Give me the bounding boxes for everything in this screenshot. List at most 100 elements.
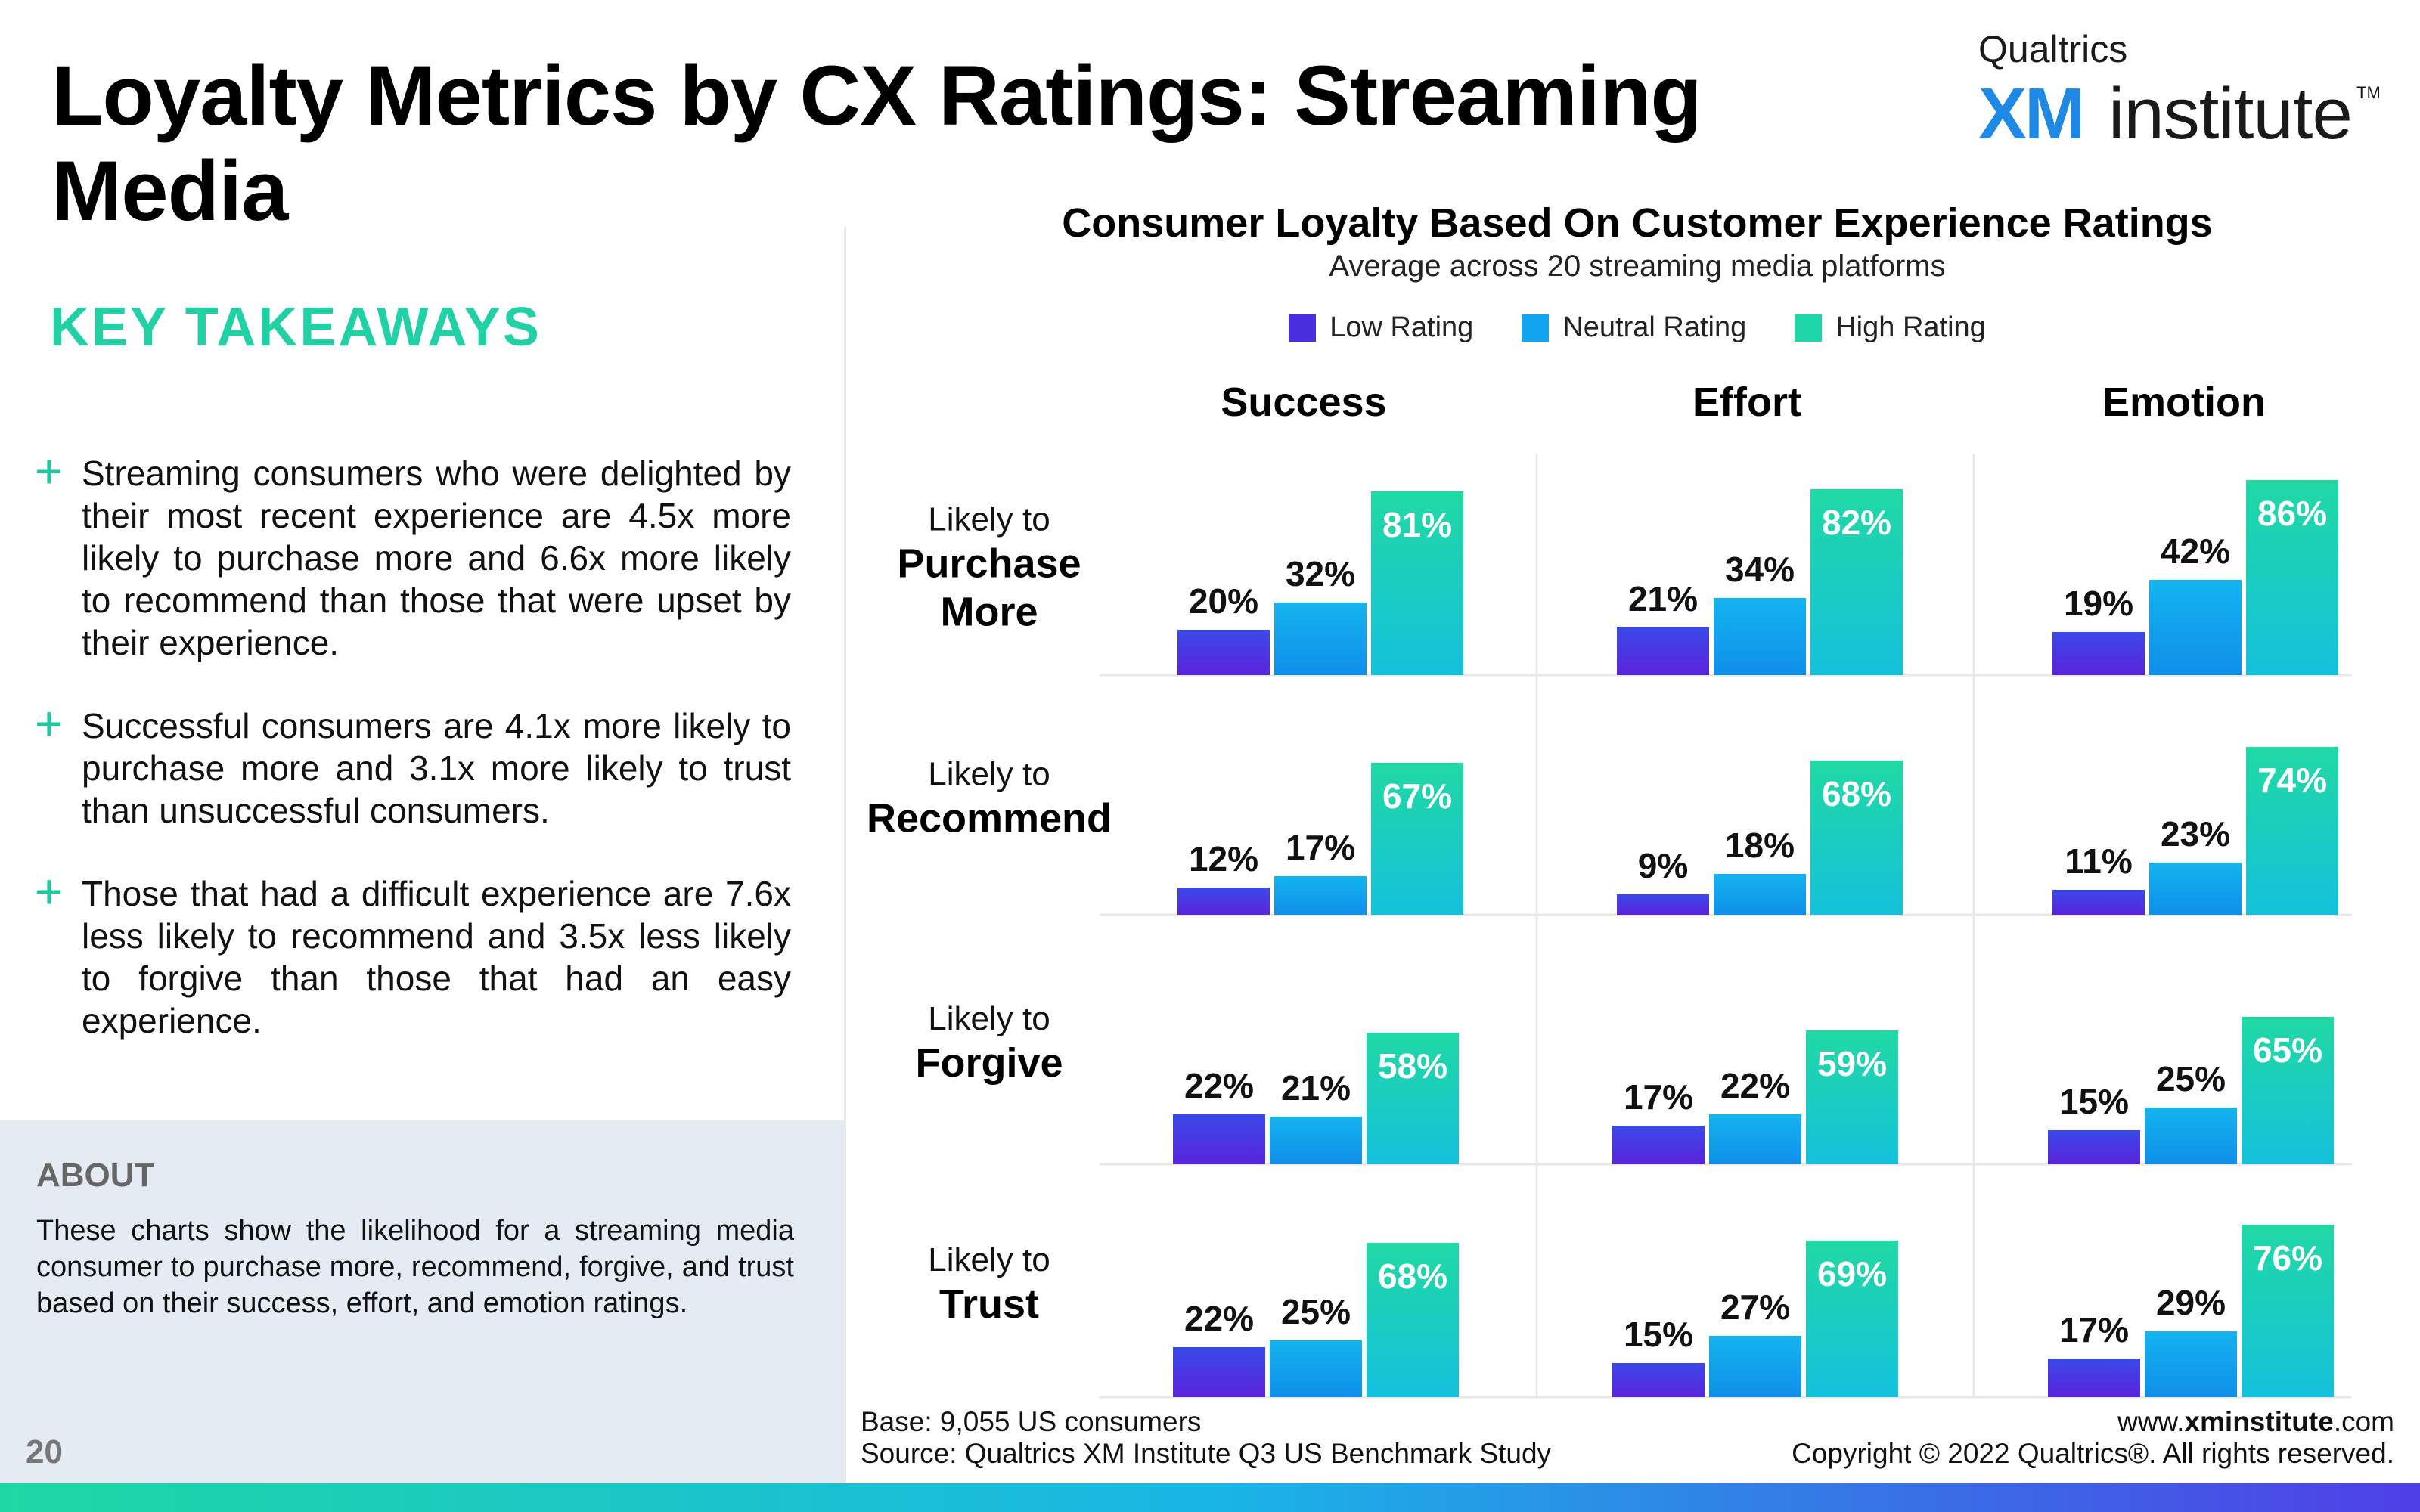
takeaway-text: Successful consumers are 4.1x more likel… (82, 706, 791, 830)
bar-neutral (2145, 1108, 2237, 1164)
logo-trademark: TM (2356, 83, 2381, 102)
bar-value-label: 21% (1281, 1068, 1351, 1108)
bar-neutral (1709, 1336, 1801, 1397)
bar-value-label: 81% (1382, 505, 1452, 544)
bar-value-label: 76% (2253, 1238, 2322, 1278)
bar-value-label: 12% (1189, 839, 1258, 878)
bottom-gradient-bar (0, 1483, 2420, 1512)
key-takeaways-heading: KEY TAKEAWAYS (50, 297, 541, 358)
source-text: Source: Qualtrics XM Institute Q3 US Ben… (861, 1438, 1552, 1469)
bar-value-label: 18% (1725, 826, 1795, 865)
plus-icon: + (35, 864, 64, 919)
legend-label-low: Low Rating (1329, 311, 1474, 343)
bar-value-label: 21% (1628, 579, 1698, 618)
row-label-prefix: Likely to (928, 756, 1050, 793)
column-divider (844, 227, 846, 1483)
base-text: Base: 9,055 US consumers (861, 1406, 1202, 1437)
bar-low (1612, 1363, 1705, 1397)
legend-item-neutral: Neutral Rating (1522, 311, 1746, 344)
bar-neutral (2149, 580, 2242, 675)
bar-value-label: 15% (1624, 1315, 1693, 1354)
bar-high (1371, 763, 1463, 915)
legend-swatch-high (1795, 314, 1823, 342)
bar-value-label: 17% (2059, 1310, 2129, 1349)
bar-value-label: 42% (2161, 531, 2230, 571)
legend-swatch-low (1289, 314, 1317, 342)
takeaway-text: Those that had a difficult experience ar… (82, 874, 791, 1040)
column-header: Success (1221, 380, 1386, 425)
about-panel: ABOUT These charts show the likelihood f… (0, 1120, 844, 1483)
bar-value-label: 29% (2156, 1283, 2226, 1322)
bar-value-label: 15% (2059, 1082, 2129, 1121)
bar-high (2242, 1017, 2334, 1164)
bar-low (1173, 1114, 1265, 1164)
bar-high (1810, 489, 1903, 675)
bar-value-label: 82% (1822, 503, 1891, 542)
bar-value-label: 65% (2253, 1030, 2322, 1070)
bar-high (1806, 1030, 1898, 1164)
logo-institute-text: institute (2108, 73, 2353, 154)
bar-low (1617, 894, 1709, 915)
bar-value-label: 17% (1624, 1077, 1693, 1117)
bar-value-label: 86% (2257, 494, 2327, 533)
bar-high (1810, 761, 1903, 915)
bar-neutral (2145, 1331, 2237, 1397)
bar-value-label: 11% (2065, 841, 2133, 881)
bar-value-label: 22% (1184, 1299, 1254, 1338)
legend-item-low: Low Rating (1289, 311, 1473, 344)
bar-low (2052, 632, 2145, 675)
bar-low (1612, 1126, 1705, 1164)
chart-legend: Low Rating Neutral Rating High Rating (855, 311, 2420, 344)
bar-value-label: 59% (1817, 1044, 1887, 1083)
bar-value-label: 74% (2257, 761, 2327, 800)
bar-neutral (1270, 1340, 1362, 1397)
copyright-block: www.xminstitute.com Copyright © 2022 Qua… (1792, 1406, 2394, 1470)
plus-icon: + (35, 444, 64, 498)
about-text: These charts show the likelihood for a s… (36, 1215, 794, 1319)
logo-qualtrics-text: Qualtrics (1978, 28, 2128, 70)
xm-institute-logo: Qualtrics XM institute TM (1978, 27, 2381, 154)
chart-title: Consumer Loyalty Based On Customer Exper… (1062, 200, 2213, 246)
bar-high (2242, 1225, 2334, 1397)
bar-low (1617, 627, 1709, 675)
bar-high (2246, 480, 2338, 675)
column-header: Effort (1692, 380, 1801, 425)
row-label: Forgive (915, 1040, 1063, 1086)
row-label: Purchase (897, 541, 1081, 587)
bar-neutral (1274, 603, 1367, 675)
bar-neutral (1714, 874, 1806, 915)
bar-value-label: 69% (1817, 1254, 1887, 1294)
bar-high (1367, 1033, 1459, 1164)
bar-value-label: 68% (1378, 1256, 1447, 1296)
logo-xm-text: XM (1978, 73, 2085, 154)
page-number: 20 (26, 1433, 63, 1470)
row-label: Recommend (867, 796, 1112, 841)
column-header: Emotion (2102, 380, 2266, 425)
website-link[interactable]: www.xminstitute.com (2118, 1406, 2394, 1437)
legend-swatch-neutral (1522, 314, 1550, 342)
bar-neutral (1709, 1114, 1801, 1164)
bar-value-label: 32% (1286, 554, 1355, 593)
row-label: Trust (939, 1281, 1039, 1327)
bar-low (2048, 1130, 2140, 1164)
bar-neutral (1714, 598, 1806, 675)
plus-icon: + (35, 696, 64, 751)
bar-value-label: 25% (2156, 1059, 2226, 1098)
bar-high (1371, 491, 1463, 675)
chart-subtitle: Average across 20 streaming media platfo… (1329, 249, 1946, 283)
bar-value-label: 22% (1184, 1066, 1254, 1105)
bar-value-label: 27% (1720, 1287, 1790, 1327)
bar-value-label: 67% (1382, 776, 1452, 816)
bar-neutral (1270, 1117, 1362, 1164)
takeaway-text: Streaming consumers who were delighted b… (82, 454, 791, 662)
row-label: More (940, 590, 1038, 635)
bar-low (1177, 888, 1270, 915)
bar-high (1367, 1243, 1459, 1397)
takeaway-item: + Streaming consumers who were delighted… (35, 444, 791, 664)
bar-value-label: 23% (2161, 814, 2230, 854)
legend-item-high: High Rating (1795, 311, 1986, 344)
legend-label-neutral: Neutral Rating (1562, 311, 1747, 343)
bar-value-label: 58% (1378, 1046, 1447, 1086)
bar-value-label: 34% (1725, 550, 1795, 589)
